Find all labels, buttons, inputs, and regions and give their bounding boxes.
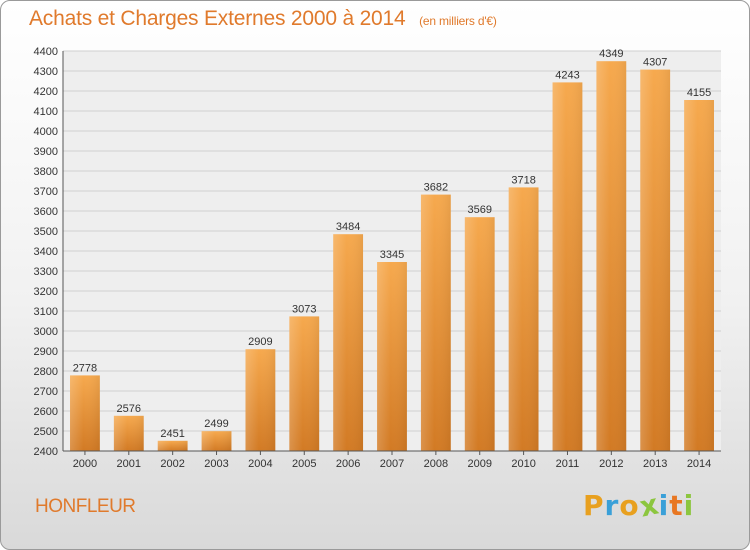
y-tick-label: 3000: [34, 326, 58, 338]
y-tick-label: 2800: [34, 366, 58, 378]
x-tick-label: 2008: [424, 458, 448, 470]
y-tick-label: 3600: [34, 206, 58, 218]
bar-shade: [508, 187, 539, 451]
data-label: 2451: [160, 428, 184, 440]
chart-subtitle: (en milliers d'€): [419, 14, 497, 28]
y-tick-label: 2900: [34, 346, 58, 358]
logo-letter: i: [683, 489, 695, 522]
bar-shade: [684, 100, 714, 451]
y-tick-label: 3500: [34, 226, 58, 238]
bar-shade: [113, 415, 144, 451]
data-label: 3345: [380, 249, 404, 261]
city-name: HONFLEUR: [35, 496, 136, 517]
bar-shade: [70, 375, 100, 451]
y-tick-label: 3300: [34, 266, 58, 278]
data-label: 3484: [336, 221, 360, 233]
y-tick-label: 3400: [34, 246, 58, 258]
x-tick-labels: 2000 2001 2002 2003 2004 2005 2006 2007 2008 2009…: [73, 451, 711, 470]
data-label: 2576: [117, 403, 141, 415]
proxiti-logo: Proxiti: [583, 487, 695, 523]
data-label: 3073: [292, 303, 316, 315]
data-label: 3682: [424, 182, 448, 194]
data-labels: 2778 2576 2451 2499 2909 3073 3484 3345 3682 3569…: [73, 48, 712, 440]
logo-letter: t: [669, 489, 684, 522]
data-label: 3569: [467, 204, 491, 216]
y-tick-label: 2400: [34, 446, 58, 458]
data-label: 2499: [204, 418, 228, 430]
x-tick-label: 2014: [687, 458, 711, 470]
y-tick-label: 4200: [34, 86, 58, 98]
data-label: 4307: [643, 57, 667, 69]
bar-shade: [596, 61, 627, 451]
x-tick-label: 2002: [160, 458, 184, 470]
y-tick-label: 3900: [34, 146, 58, 158]
data-label: 3718: [511, 174, 535, 186]
x-tick-label: 2001: [117, 458, 141, 470]
y-tick-label: 3800: [34, 166, 58, 178]
logo-letter: P: [583, 489, 605, 522]
x-tick-label: 2009: [467, 458, 491, 470]
x-tick-label: 2005: [292, 458, 316, 470]
chart-title: Achats et Charges Externes 2000 à 2014 (…: [29, 7, 497, 31]
x-tick-label: 2007: [380, 458, 404, 470]
bar-shade: [245, 349, 276, 451]
data-label: 4243: [555, 69, 579, 81]
bars-group: [70, 61, 714, 452]
bar-shade: [289, 316, 320, 451]
bar-shade: [157, 440, 188, 451]
data-label: 4155: [687, 87, 711, 99]
x-tick-label: 2012: [599, 458, 623, 470]
y-tick-label: 2500: [34, 426, 58, 438]
logo-letter: r: [604, 489, 620, 522]
bar-shade: [552, 82, 583, 452]
bar-shade: [201, 431, 232, 451]
x-tick-label: 2004: [248, 458, 272, 470]
data-label: 2778: [73, 362, 97, 374]
chart-title-text: Achats et Charges Externes 2000 à 2014: [29, 7, 406, 30]
y-tick-label: 3200: [34, 286, 58, 298]
x-tick-label: 2006: [336, 458, 360, 470]
bar-shade: [377, 262, 407, 451]
y-tick-labels: 2400 2500 2600 2700 2800 2900 3000 3100 3200 3300…: [34, 46, 58, 458]
bar-shade: [464, 217, 495, 451]
data-label: 4349: [599, 48, 623, 60]
y-tick-label: 2600: [34, 406, 58, 418]
y-tick-label: 3700: [34, 186, 58, 198]
x-tick-label: 2000: [73, 458, 97, 470]
bar-shade: [333, 234, 364, 451]
logo-letter: o: [619, 489, 640, 522]
y-tick-label: 4400: [34, 46, 58, 58]
y-tick-label: 2700: [34, 386, 58, 398]
y-tick-label: 4000: [34, 126, 58, 138]
x-tick-label: 2010: [511, 458, 535, 470]
logo-letter: i: [658, 489, 670, 522]
x-tick-label: 2003: [204, 458, 228, 470]
y-tick-label: 4300: [34, 66, 58, 78]
bar-shade: [640, 69, 671, 451]
y-tick-label: 4100: [34, 106, 58, 118]
y-tick-label: 3100: [34, 306, 58, 318]
x-tick-label: 2013: [643, 458, 667, 470]
bar-shade: [420, 194, 451, 451]
data-label: 2909: [248, 336, 272, 348]
x-tick-label: 2011: [556, 458, 580, 470]
